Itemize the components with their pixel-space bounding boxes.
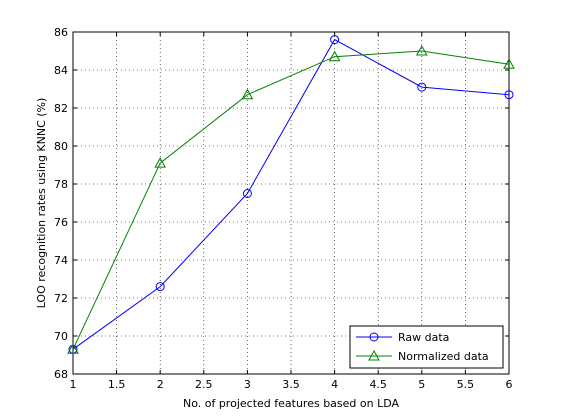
x-tick-label: 2.5: [195, 378, 213, 391]
y-tick-label: 80: [54, 140, 68, 153]
plot-area: [73, 32, 509, 374]
x-tick-label: 1: [70, 378, 77, 391]
y-axis-label: LOO recognition rates using KNNC (%): [35, 98, 48, 309]
data-point-raw-data: [330, 35, 340, 45]
x-tick-label: 5: [418, 378, 425, 391]
data-point-normalized-data: [415, 44, 428, 56]
x-tick-label: 3.5: [282, 378, 300, 391]
legend: Raw data Normalized data: [349, 325, 504, 369]
axis-ticks: 1 1.5 2 2.5 3 3.5 4 4.5 5 5.5 6 68 70 72 74 76 78 80 82 84 8…: [54, 26, 513, 391]
x-tick-label: 4: [331, 378, 338, 391]
data-point-raw-data: [155, 282, 165, 292]
y-tick-label: 76: [54, 216, 68, 229]
data-point-normalized-data: [154, 157, 167, 168]
series-line-raw-data: [72, 38, 510, 350]
legend-marker-raw-data: [369, 332, 379, 342]
x-tick-label: 2: [157, 378, 164, 391]
x-tick-label: 4.5: [369, 378, 387, 391]
y-tick-label: 74: [54, 254, 68, 267]
data-point-raw-data: [242, 189, 252, 198]
data-point-normalized-data: [67, 343, 79, 354]
series-normalized-data: [67, 44, 515, 354]
data-point-normalized-data: [241, 88, 254, 100]
legend-marker-normalized-data: [368, 349, 380, 361]
data-point-normalized-data: [328, 50, 341, 62]
data-series: [67, 35, 515, 354]
y-tick-label: 70: [54, 330, 68, 343]
x-axis-label: No. of projected features based on LDA: [183, 397, 400, 410]
x-tick-label: 3: [244, 378, 251, 391]
data-point-raw-data: [417, 82, 427, 92]
y-tick-label: 78: [54, 178, 68, 191]
y-tick-label: 86: [54, 26, 68, 39]
y-tick-label: 72: [54, 292, 68, 305]
data-point-normalized-data: [503, 58, 515, 69]
x-tick-label: 6: [506, 378, 513, 391]
y-tick-label: 68: [54, 368, 68, 381]
series-line-normalized-data: [72, 50, 510, 350]
legend-label-raw-data: Raw data: [398, 331, 449, 344]
legend-label-normalized-data: Normalized data: [398, 350, 489, 363]
x-tick-label: 1.5: [108, 378, 126, 391]
data-point-raw-data: [504, 90, 514, 100]
y-tick-label: 84: [54, 64, 68, 77]
x-tick-label: 5.5: [457, 378, 475, 391]
y-tick-label: 82: [54, 102, 68, 115]
